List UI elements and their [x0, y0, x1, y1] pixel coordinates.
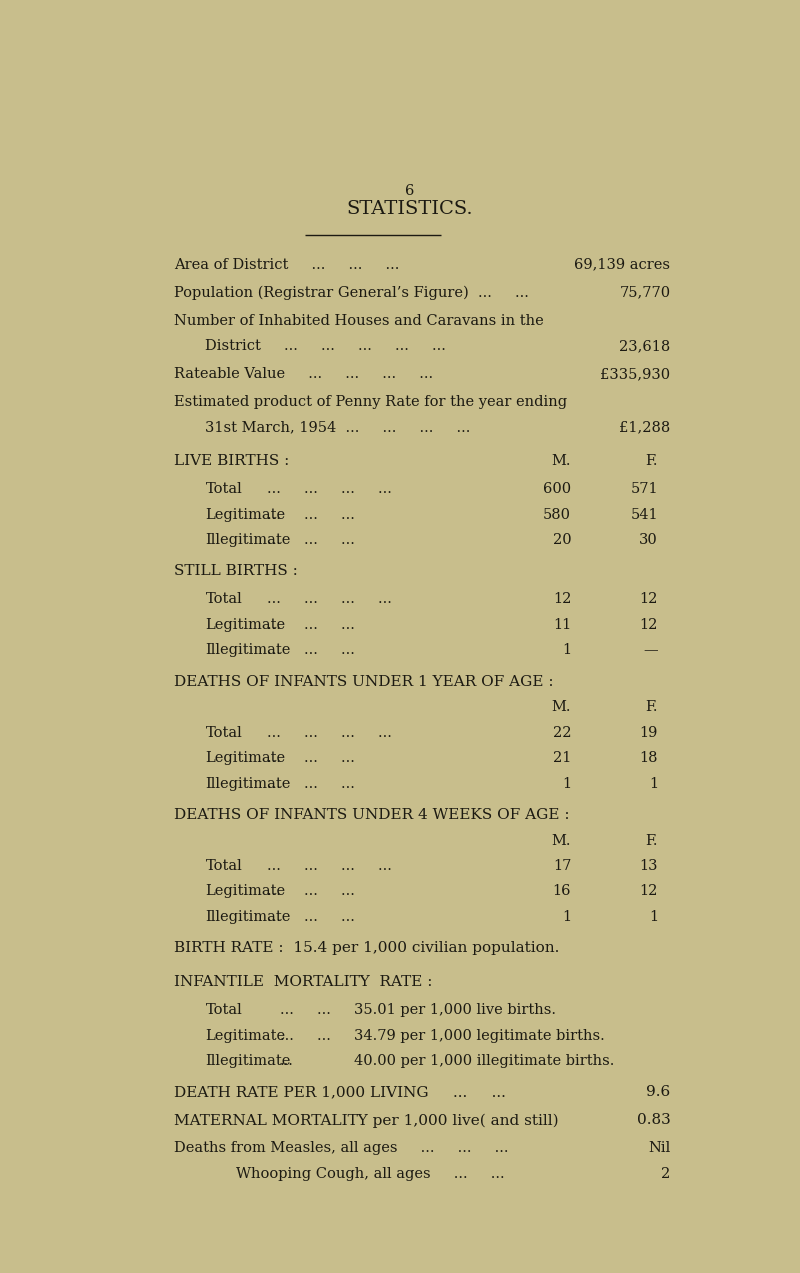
- Text: 12: 12: [640, 885, 658, 899]
- Text: 580: 580: [543, 508, 571, 522]
- Text: 1: 1: [649, 910, 658, 924]
- Text: £335,930: £335,930: [600, 367, 670, 381]
- Text: ...     ...     ...: ... ... ...: [267, 533, 355, 547]
- Text: 12: 12: [640, 592, 658, 606]
- Text: ...     ...     ...     ...: ... ... ... ...: [267, 859, 392, 873]
- Text: 12: 12: [640, 617, 658, 631]
- Text: Illegitimate: Illegitimate: [206, 1054, 290, 1068]
- Text: ...     ...     ...     ...: ... ... ... ...: [267, 592, 392, 606]
- Text: Illegitimate: Illegitimate: [206, 643, 290, 657]
- Text: 541: 541: [630, 508, 658, 522]
- Text: 11: 11: [553, 617, 571, 631]
- Text: ...     ...: ... ...: [280, 1029, 330, 1043]
- Text: 69,139 acres: 69,139 acres: [574, 257, 670, 271]
- Text: 1: 1: [649, 777, 658, 791]
- Text: 13: 13: [639, 859, 658, 873]
- Text: MATERNAL MORTALITY per 1,000 live( and still): MATERNAL MORTALITY per 1,000 live( and s…: [174, 1114, 559, 1128]
- Text: 17: 17: [553, 859, 571, 873]
- Text: ...     ...     ...: ... ... ...: [267, 777, 355, 791]
- Text: Number of Inhabited Houses and Caravans in the: Number of Inhabited Houses and Caravans …: [174, 313, 544, 327]
- Text: 40.00 per 1,000 illegitimate births.: 40.00 per 1,000 illegitimate births.: [354, 1054, 614, 1068]
- Text: —: —: [643, 643, 658, 657]
- Text: ...     ...     ...: ... ... ...: [267, 617, 355, 631]
- Text: ...     ...: ... ...: [280, 1003, 330, 1017]
- Text: 9.6: 9.6: [646, 1086, 670, 1100]
- Text: F.: F.: [646, 834, 658, 848]
- Text: Total: Total: [206, 1003, 242, 1017]
- Text: 1: 1: [562, 777, 571, 791]
- Text: 1: 1: [562, 643, 571, 657]
- Text: Total: Total: [206, 482, 242, 496]
- Text: Legitimate: Legitimate: [206, 508, 286, 522]
- Text: 6: 6: [406, 185, 414, 199]
- Text: 23,618: 23,618: [619, 339, 670, 353]
- Text: F.: F.: [646, 700, 658, 714]
- Text: Legitimate: Legitimate: [206, 885, 286, 899]
- Text: DEATHS OF INFANTS UNDER 1 YEAR OF AGE :: DEATHS OF INFANTS UNDER 1 YEAR OF AGE :: [174, 675, 554, 689]
- Text: 2: 2: [661, 1167, 670, 1181]
- Text: ...     ...     ...: ... ... ...: [267, 508, 355, 522]
- Text: Deaths from Measles, all ages     ...     ...     ...: Deaths from Measles, all ages ... ... ..…: [174, 1142, 509, 1156]
- Text: 12: 12: [553, 592, 571, 606]
- Text: Total: Total: [206, 592, 242, 606]
- Text: 35.01 per 1,000 live births.: 35.01 per 1,000 live births.: [354, 1003, 556, 1017]
- Text: ...     ...     ...: ... ... ...: [267, 751, 355, 765]
- Text: 31st March, 1954  ...     ...     ...     ...: 31st March, 1954 ... ... ... ...: [206, 420, 470, 434]
- Text: Illegitimate: Illegitimate: [206, 910, 290, 924]
- Text: ...     ...     ...: ... ... ...: [267, 885, 355, 899]
- Text: F.: F.: [646, 454, 658, 468]
- Text: 34.79 per 1,000 legitimate births.: 34.79 per 1,000 legitimate births.: [354, 1029, 605, 1043]
- Text: Legitimate: Legitimate: [206, 1029, 286, 1043]
- Text: STATISTICS.: STATISTICS.: [346, 200, 474, 218]
- Text: Nil: Nil: [648, 1142, 670, 1156]
- Text: 571: 571: [630, 482, 658, 496]
- Text: M.: M.: [552, 454, 571, 468]
- Text: 600: 600: [543, 482, 571, 496]
- Text: Population (Registrar General’s Figure)  ...     ...: Population (Registrar General’s Figure) …: [174, 285, 530, 300]
- Text: INFANTILE  MORTALITY  RATE :: INFANTILE MORTALITY RATE :: [174, 975, 433, 989]
- Text: Estimated product of Penny Rate for the year ending: Estimated product of Penny Rate for the …: [174, 395, 567, 409]
- Text: Legitimate: Legitimate: [206, 617, 286, 631]
- Text: 30: 30: [639, 533, 658, 547]
- Text: 18: 18: [639, 751, 658, 765]
- Text: District     ...     ...     ...     ...     ...: District ... ... ... ... ...: [206, 339, 446, 353]
- Text: 19: 19: [640, 726, 658, 740]
- Text: 1: 1: [562, 910, 571, 924]
- Text: 22: 22: [553, 726, 571, 740]
- Text: 75,770: 75,770: [619, 285, 670, 299]
- Text: ...     ...     ...     ...: ... ... ... ...: [267, 482, 392, 496]
- Text: M.: M.: [552, 700, 571, 714]
- Text: Rateable Value     ...     ...     ...     ...: Rateable Value ... ... ... ...: [174, 367, 434, 381]
- Text: Area of District     ...     ...     ...: Area of District ... ... ...: [174, 257, 400, 271]
- Text: 20: 20: [553, 533, 571, 547]
- Text: ...     ...     ...: ... ... ...: [267, 643, 355, 657]
- Text: Total: Total: [206, 859, 242, 873]
- Text: DEATHS OF INFANTS UNDER 4 WEEKS OF AGE :: DEATHS OF INFANTS UNDER 4 WEEKS OF AGE :: [174, 808, 570, 822]
- Text: ...: ...: [280, 1054, 294, 1068]
- Text: 0.83: 0.83: [637, 1114, 670, 1128]
- Text: STILL BIRTHS :: STILL BIRTHS :: [174, 564, 298, 578]
- Text: £1,288: £1,288: [619, 420, 670, 434]
- Text: M.: M.: [552, 834, 571, 848]
- Text: Total: Total: [206, 726, 242, 740]
- Text: Illegitimate: Illegitimate: [206, 777, 290, 791]
- Text: 16: 16: [553, 885, 571, 899]
- Text: Whooping Cough, all ages     ...     ...: Whooping Cough, all ages ... ...: [237, 1167, 505, 1181]
- Text: DEATH RATE PER 1,000 LIVING     ...     ...: DEATH RATE PER 1,000 LIVING ... ...: [174, 1086, 506, 1100]
- Text: Illegitimate: Illegitimate: [206, 533, 290, 547]
- Text: LIVE BIRTHS :: LIVE BIRTHS :: [174, 454, 290, 468]
- Text: BIRTH RATE :  15.4 per 1,000 civilian population.: BIRTH RATE : 15.4 per 1,000 civilian pop…: [174, 941, 560, 955]
- Text: ...     ...     ...     ...: ... ... ... ...: [267, 726, 392, 740]
- Text: ...     ...     ...: ... ... ...: [267, 910, 355, 924]
- Text: 21: 21: [553, 751, 571, 765]
- Text: Legitimate: Legitimate: [206, 751, 286, 765]
